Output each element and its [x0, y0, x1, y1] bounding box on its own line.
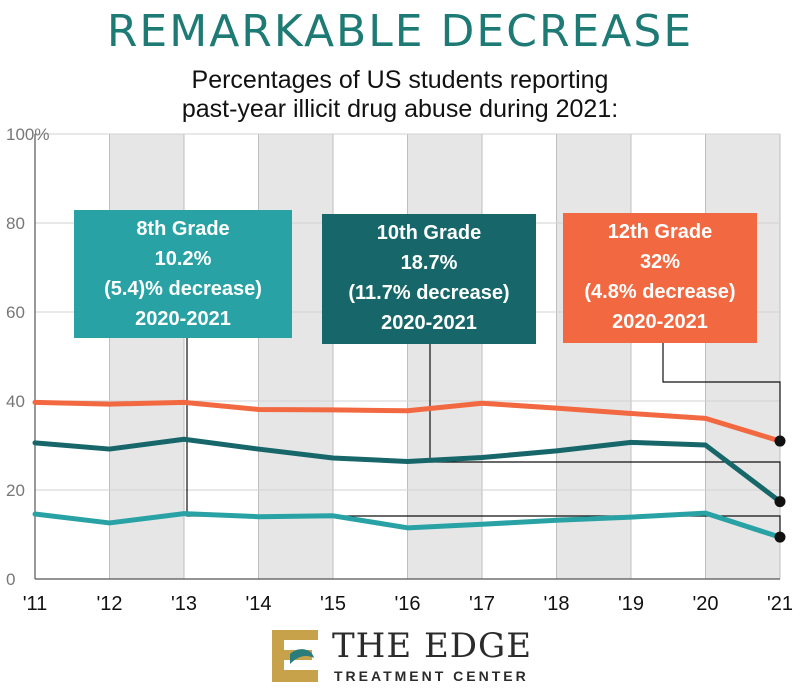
- x-tick-label: '12: [96, 593, 122, 615]
- callout-value: 10.2%: [154, 248, 212, 270]
- y-tick-label: 0: [6, 570, 15, 589]
- end-marker: [774, 496, 786, 508]
- callout-value: 32%: [639, 251, 681, 273]
- callout-12th-grade: 12th Grade 32% (4.8% decrease) 2020-2021: [563, 213, 757, 343]
- callout-change: (11.7% decrease): [348, 282, 510, 304]
- chart-title: REMARKABLE DECREASE: [106, 6, 694, 57]
- end-marker: [774, 531, 786, 543]
- callout-grade: 12th Grade: [607, 221, 713, 243]
- callout-period: 2020-2021: [135, 308, 231, 330]
- y-tick-label: 100%: [6, 125, 49, 144]
- callout-change: (5.4)% decrease): [104, 278, 262, 300]
- logo-name: THE EDGE: [332, 626, 533, 666]
- callout-8th-grade: 8th Grade 10.2% (5.4)% decrease) 2020-20…: [74, 210, 292, 338]
- x-tick-label: '20: [692, 593, 718, 615]
- callout-period: 2020-2021: [381, 312, 477, 334]
- chart-subtitle: Percentages of US students reporting pas…: [0, 66, 800, 124]
- grid-band: [407, 134, 482, 579]
- callout-leader: [662, 343, 781, 442]
- grid-band: [705, 134, 780, 579]
- edge-logo-icon: [272, 630, 318, 682]
- callout-value: 18.7%: [400, 252, 458, 274]
- end-marker: [774, 435, 786, 447]
- x-tick-label: '15: [320, 593, 346, 615]
- logo-tagline: TREATMENT CENTER: [334, 668, 529, 684]
- x-tick-label: '18: [543, 593, 569, 615]
- y-tick-label: 40: [6, 392, 25, 411]
- callout-leader: [186, 338, 781, 538]
- x-tick-label: '19: [618, 593, 644, 615]
- x-tick-label: '16: [394, 593, 420, 615]
- y-tick-label: 60: [6, 303, 25, 322]
- y-tick-label: 80: [6, 214, 25, 233]
- x-tick-label: '21: [767, 593, 793, 615]
- callout-grade: 8th Grade: [136, 218, 230, 240]
- brand-logo: THE EDGE TREATMENT CENTER: [268, 624, 548, 688]
- callout-10th-grade: 10th Grade 18.7% (11.7% decrease) 2020-2…: [322, 214, 536, 344]
- subtitle-line-2: past-year illicit drug abuse during 2021…: [181, 95, 619, 123]
- grid-band: [258, 134, 333, 579]
- line-chart: 100% 80 60 40 20 0 '11 '12 '13 '14 '15 '16 '17 '18 '19…: [6, 125, 793, 615]
- subtitle-line-1: Percentages of US students reporting: [191, 66, 609, 94]
- callout-change: (4.8% decrease): [584, 281, 736, 303]
- x-tick-label: '11: [23, 593, 48, 615]
- x-tick-label: '14: [245, 593, 271, 615]
- grid-band: [109, 134, 184, 579]
- callout-leader: [429, 344, 781, 502]
- callout-period: 2020-2021: [612, 311, 708, 333]
- x-tick-label: '13: [171, 593, 197, 615]
- x-tick-label: '17: [469, 593, 495, 615]
- callout-grade: 10th Grade: [376, 222, 482, 244]
- grid-band: [556, 134, 631, 579]
- y-tick-label: 20: [6, 481, 25, 500]
